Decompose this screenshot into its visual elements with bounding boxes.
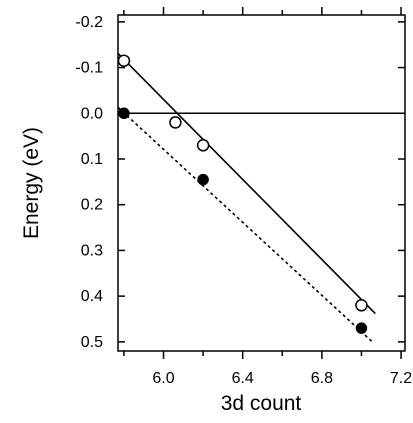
y-tick-label: -0.1 — [75, 60, 103, 77]
y-tick-label: 0.2 — [81, 197, 103, 214]
x-tick-label: 7.2 — [390, 370, 412, 387]
filled-circle-point — [197, 173, 209, 186]
x-tick-label: 6.4 — [232, 370, 254, 387]
plot-frame — [117, 14, 406, 352]
y-tick-label: 0.1 — [81, 151, 103, 168]
y-tick-label: 0.0 — [81, 105, 103, 122]
open-circle-point — [355, 299, 368, 312]
dotted-fit-line — [117, 106, 374, 344]
x-axis-label: 3d count — [221, 392, 302, 415]
y-tick-label: 0.3 — [81, 242, 103, 259]
y-tick-label: 0.4 — [81, 288, 103, 305]
filled-circle-point — [355, 322, 368, 334]
open-circle-point — [196, 139, 210, 152]
y-tick-label: -0.2 — [75, 14, 103, 31]
open-circle-point — [169, 116, 182, 129]
solid-fit-line — [117, 52, 376, 315]
x-tick-label: 6.8 — [311, 370, 333, 387]
y-axis-label: Energy (eV) — [20, 127, 43, 239]
y-axis: -0.2 -0.1 0.0 0.1 0.2 0.3 0.4 0.5 — [75, 14, 405, 351]
x-axis: 6.0 6.4 6.8 7.2 — [123, 7, 412, 387]
fit-lines — [117, 52, 376, 344]
y-tick-label: 0.5 — [81, 334, 103, 351]
open-circle-point — [117, 54, 131, 67]
data-points — [117, 54, 368, 334]
x-tick-label: 6.0 — [152, 370, 174, 387]
